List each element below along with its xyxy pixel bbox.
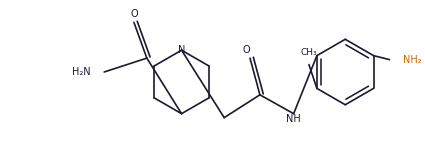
Text: N: N bbox=[178, 45, 185, 55]
Text: O: O bbox=[242, 45, 250, 55]
Text: NH: NH bbox=[286, 114, 301, 124]
Text: NH₂: NH₂ bbox=[403, 55, 422, 65]
Text: O: O bbox=[130, 9, 138, 19]
Text: H₂N: H₂N bbox=[72, 67, 90, 77]
Text: CH₃: CH₃ bbox=[300, 48, 317, 57]
